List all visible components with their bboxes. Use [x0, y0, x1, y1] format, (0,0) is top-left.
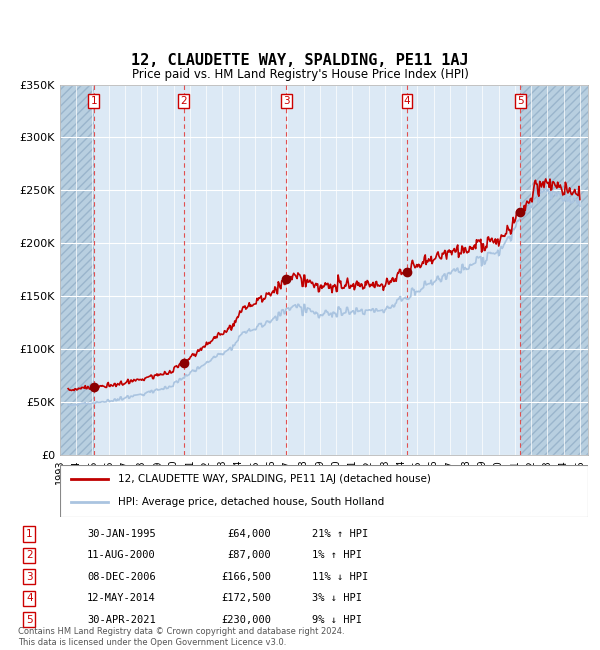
Text: £87,000: £87,000: [227, 551, 271, 560]
Text: 1: 1: [26, 529, 32, 539]
Text: £172,500: £172,500: [221, 593, 271, 603]
Text: 3% ↓ HPI: 3% ↓ HPI: [311, 593, 362, 603]
Bar: [60, 84, 94, 455]
Text: 12, CLAUDETTE WAY, SPALDING, PE11 1AJ: 12, CLAUDETTE WAY, SPALDING, PE11 1AJ: [131, 53, 469, 68]
Text: HPI: Average price, detached house, South Holland: HPI: Average price, detached house, Sout…: [118, 497, 385, 507]
Text: £230,000: £230,000: [221, 615, 271, 625]
Text: 9% ↓ HPI: 9% ↓ HPI: [311, 615, 362, 625]
Text: 2: 2: [181, 96, 187, 105]
Text: 1: 1: [91, 96, 97, 105]
Text: 12-MAY-2014: 12-MAY-2014: [87, 593, 155, 603]
Text: 4: 4: [26, 593, 32, 603]
Text: 3: 3: [283, 96, 290, 105]
Text: £166,500: £166,500: [221, 572, 271, 582]
Text: 2: 2: [26, 551, 32, 560]
Text: 5: 5: [26, 615, 32, 625]
Text: 11% ↓ HPI: 11% ↓ HPI: [311, 572, 368, 582]
Text: 5: 5: [517, 96, 524, 105]
Text: 30-APR-2021: 30-APR-2021: [87, 615, 155, 625]
Bar: [60, 84, 94, 455]
Text: Price paid vs. HM Land Registry's House Price Index (HPI): Price paid vs. HM Land Registry's House …: [131, 68, 469, 81]
Text: £64,000: £64,000: [227, 529, 271, 539]
Text: 1% ↑ HPI: 1% ↑ HPI: [311, 551, 362, 560]
Text: 30-JAN-1995: 30-JAN-1995: [87, 529, 155, 539]
Text: Contains HM Land Registry data © Crown copyright and database right 2024.
This d: Contains HM Land Registry data © Crown c…: [18, 627, 344, 647]
Bar: [520, 84, 588, 455]
Bar: [520, 84, 588, 455]
Text: 4: 4: [404, 96, 410, 105]
Text: 21% ↑ HPI: 21% ↑ HPI: [311, 529, 368, 539]
Text: 11-AUG-2000: 11-AUG-2000: [87, 551, 155, 560]
Text: 12, CLAUDETTE WAY, SPALDING, PE11 1AJ (detached house): 12, CLAUDETTE WAY, SPALDING, PE11 1AJ (d…: [118, 474, 431, 484]
Text: 3: 3: [26, 572, 32, 582]
Text: 08-DEC-2006: 08-DEC-2006: [87, 572, 155, 582]
